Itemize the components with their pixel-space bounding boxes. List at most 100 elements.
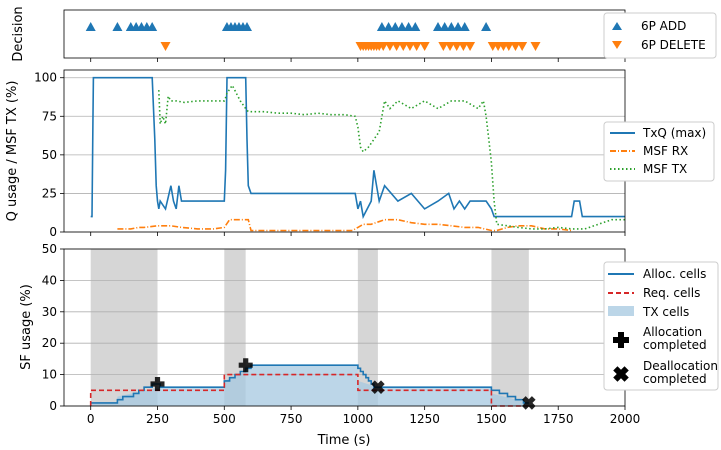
delete-marker-24: [503, 42, 514, 51]
sf-shade-2: [357, 249, 378, 406]
queue-ylabel: Q usage / MSF TX (%): [5, 81, 20, 222]
delete-marker-15: [419, 42, 430, 51]
queue-series-0: [90, 76, 625, 220]
legend-delete-label: 6P DELETE: [641, 38, 706, 52]
legend-add-label: 6P ADD: [641, 19, 686, 33]
delete-marker-13: [404, 42, 415, 51]
queue-ytick-label-2: 50: [42, 148, 57, 162]
queue-lines: [90, 76, 625, 232]
add-marker-15: [390, 22, 401, 31]
delete-marker-9: [378, 42, 389, 51]
delete-marker-14: [411, 42, 422, 51]
sf-ylabel: SF usage (%): [19, 284, 34, 370]
decision-ylabel: Decision: [11, 6, 26, 61]
add-marker-13: [376, 22, 387, 31]
sf-ytick-label-3: 30: [42, 305, 57, 319]
add-marker-23: [459, 22, 470, 31]
sf-xlabel: Time (s): [317, 433, 371, 448]
queue-legend-box: [603, 121, 715, 182]
allocation-marker-1: [238, 358, 253, 373]
add-marker-12: [241, 22, 252, 31]
queue-ytick-label-0: 0: [49, 225, 57, 239]
delete-marker-26: [517, 42, 528, 51]
add-marker-17: [403, 22, 414, 31]
delete-marker-25: [510, 42, 521, 51]
delete-marker-19: [458, 42, 469, 51]
sf-ytick-label-4: 40: [42, 273, 57, 287]
legend-deallocation-label: Deallocation completed: [643, 359, 721, 386]
add-marker-0: [85, 22, 96, 31]
legend-tx-patch: [608, 306, 634, 316]
queue-ytick-label-3: 75: [42, 109, 57, 123]
sf-xtick-label-5: 1250: [409, 412, 440, 426]
queue-xticks: [90, 232, 626, 236]
sf-xtick-label-7: 1750: [543, 412, 574, 426]
legend-tx-label: TX cells: [642, 305, 689, 319]
legend-msfrx-label: MSF RX: [643, 144, 688, 158]
delete-marker-0: [160, 42, 171, 51]
delete-marker-18: [451, 42, 462, 51]
delete-marker-17: [445, 42, 456, 51]
sf-xtick-label-8: 2000: [610, 412, 641, 426]
legend-req-label: Req. cells: [643, 286, 700, 300]
queue-series-2: [158, 83, 625, 230]
allocation-marker-0: [150, 377, 165, 391]
legend-delete-marker: [612, 41, 622, 49]
deallocation-marker-0: [371, 380, 385, 394]
add-marker-24: [481, 22, 492, 31]
sf-xtick-label-3: 750: [280, 412, 303, 426]
sf-ytick-label-1: 10: [42, 368, 57, 382]
sf-shaded-intervals: [90, 249, 529, 406]
sf-ytick-label-2: 20: [42, 336, 57, 350]
legend-plus-icon: [613, 332, 629, 348]
sf-ytick-label-5: 50: [42, 242, 57, 256]
decision-markers: [85, 22, 541, 51]
add-marker-22: [453, 22, 464, 31]
queue-series-1: [117, 218, 572, 232]
sf-xtick-label-6: 1500: [476, 412, 507, 426]
legend-cross-icon: [613, 366, 629, 382]
add-marker-18: [410, 22, 421, 31]
sf-ytick-label-0: 0: [49, 399, 57, 413]
decision-legend-box: [603, 12, 717, 59]
add-marker-21: [446, 22, 457, 31]
decision-panel: Decision 6P ADD 6P DELETE: [11, 6, 717, 62]
legend-alloc-label: Alloc. cells: [643, 267, 706, 281]
sf-xtick-label-1: 250: [146, 412, 169, 426]
sf-xtick-label-2: 500: [213, 412, 236, 426]
queue-panel: 0 25 50 75 100 Q usage / MSF TX (%) TxQ (max…: [5, 69, 715, 239]
sf-legend: Alloc. cells Req. cells TX cells Allocat…: [603, 261, 721, 391]
legend-msftx-label: MSF TX: [643, 162, 687, 176]
queue-legend: TxQ (max) MSF RX MSF TX: [603, 121, 715, 182]
add-marker-20: [439, 22, 450, 31]
sf-xtick-label-4: 1000: [343, 412, 374, 426]
decision-axes-frame: [63, 9, 626, 59]
legend-add-marker: [612, 22, 622, 30]
add-marker-14: [383, 22, 394, 31]
queue-yticks: 0 25 50 75 100: [34, 71, 64, 239]
delete-marker-16: [438, 42, 449, 51]
delete-marker-10: [384, 42, 395, 51]
add-marker-6: [147, 22, 158, 31]
legend-allocation-label: Allocation completed: [643, 325, 707, 352]
sf-xticks: 0 250 500 750 1000 1250 1500 1750 2000: [87, 406, 640, 426]
decision-xticks: [90, 58, 626, 62]
queue-ytick-label-1: 25: [42, 186, 57, 200]
sf-series-1: [89, 373, 529, 407]
legend-txq-label: TxQ (max): [642, 126, 706, 140]
delete-marker-12: [398, 42, 409, 51]
sf-shade-0: [90, 249, 158, 406]
sf-yticks: 0 10 20 30 40 50: [42, 242, 64, 413]
sf-xtick-label-0: 0: [87, 412, 95, 426]
sf-series-2: [90, 365, 529, 406]
add-marker-1: [112, 22, 123, 31]
sf-panel: 0 10 20 30 40 50 0 250 500 750 1000 1250 1500 1750 20…: [19, 242, 721, 448]
decision-legend: 6P ADD 6P DELETE: [603, 12, 717, 59]
delete-marker-27: [530, 42, 541, 51]
sf-shade-3: [491, 249, 529, 406]
delete-marker-20: [465, 42, 476, 51]
add-marker-19: [433, 22, 443, 31]
queue-ytick-label-4: 100: [34, 71, 57, 85]
add-marker-16: [396, 22, 407, 31]
